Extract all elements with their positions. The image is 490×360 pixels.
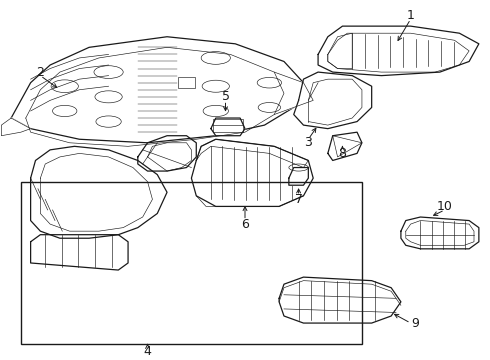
Bar: [213, 119, 243, 132]
Polygon shape: [289, 167, 308, 185]
Polygon shape: [294, 72, 372, 129]
Bar: [21, 182, 362, 344]
Text: 5: 5: [221, 90, 229, 103]
Polygon shape: [192, 139, 313, 206]
Polygon shape: [211, 118, 245, 136]
Polygon shape: [279, 277, 401, 323]
Text: 8: 8: [339, 147, 346, 160]
Polygon shape: [1, 118, 30, 136]
Polygon shape: [30, 235, 128, 270]
Text: 9: 9: [412, 316, 419, 329]
Text: 2: 2: [36, 66, 44, 78]
Text: 4: 4: [144, 345, 151, 358]
Polygon shape: [30, 146, 167, 238]
Bar: [178, 77, 196, 88]
Polygon shape: [328, 132, 362, 161]
Polygon shape: [138, 136, 196, 171]
Text: 7: 7: [294, 193, 303, 206]
Text: 1: 1: [407, 9, 415, 22]
Text: 6: 6: [241, 217, 249, 231]
Polygon shape: [11, 37, 303, 143]
Text: 3: 3: [304, 136, 312, 149]
Text: 10: 10: [437, 200, 453, 213]
Polygon shape: [318, 26, 479, 76]
Polygon shape: [274, 72, 313, 114]
Polygon shape: [401, 217, 479, 249]
